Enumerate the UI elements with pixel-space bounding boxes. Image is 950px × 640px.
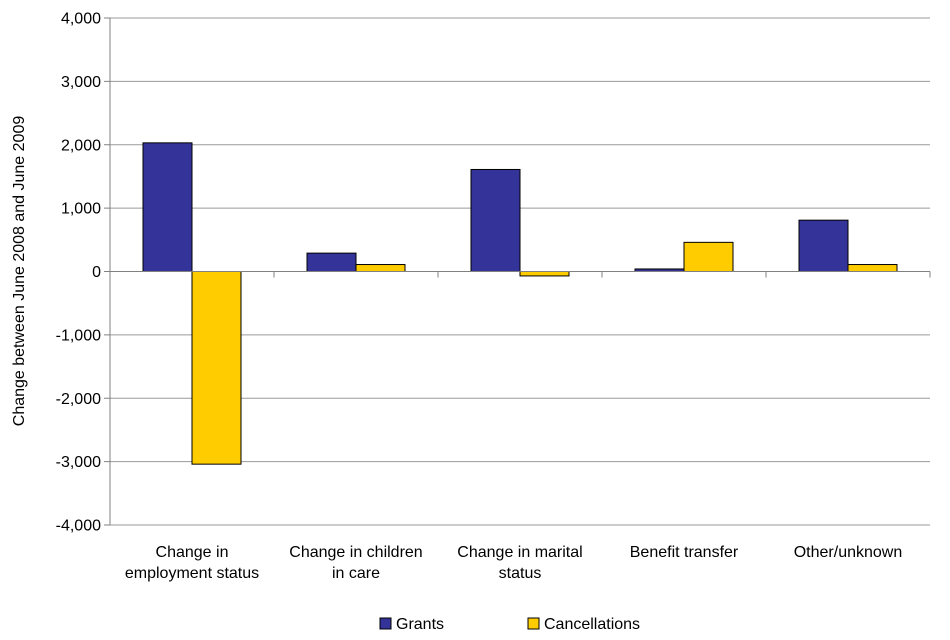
- y-tick-label: 4,000: [61, 11, 101, 28]
- legend-label-grants: Grants: [396, 616, 444, 633]
- bar-cancellations-3: [683, 241, 734, 273]
- bar-grants-1: [306, 252, 357, 272]
- bar-grants-0: [142, 142, 193, 272]
- x-tick-label-line: Change in marital: [457, 544, 582, 561]
- y-tick-label: -1,000: [56, 327, 101, 344]
- axes: [104, 17, 931, 526]
- bar-cancellations-2: [519, 271, 570, 277]
- y-tick-label: 1,000: [61, 201, 101, 218]
- x-tick-label-line: Benefit transfer: [630, 544, 739, 561]
- x-tick-label-line: Change in children: [289, 544, 422, 561]
- x-tick-label: Other/unknown: [794, 544, 903, 561]
- legend: Grants Cancellations: [379, 616, 640, 633]
- bar-cancellations-4: [847, 264, 898, 272]
- x-tick-label-line: Change in: [156, 544, 229, 561]
- y-tick-label: -3,000: [56, 454, 101, 471]
- axis-labels: 4,000 3,000 2,000 1,000 0 -1,000 -2,000 -3,000 -…: [56, 11, 903, 583]
- y-tick-label: 0: [92, 264, 101, 281]
- bar-cancellations-1: [355, 264, 406, 272]
- x-tick-label-line: status: [499, 565, 542, 582]
- x-tick-label: Benefit transfer: [630, 544, 739, 561]
- bars: [142, 142, 898, 465]
- legend-swatch-cancellations: [527, 617, 540, 630]
- legend-swatch-grants: [379, 617, 392, 630]
- bar-grants-2: [470, 168, 521, 272]
- x-tick-label-line: employment status: [125, 565, 259, 582]
- x-tick-label-line: in care: [332, 565, 380, 582]
- y-tick-label: 3,000: [61, 74, 101, 91]
- x-tick-label: Change in marital status: [457, 544, 582, 582]
- x-tick-label: Change in children in care: [289, 544, 422, 582]
- legend-label-cancellations: Cancellations: [544, 616, 640, 633]
- bar-cancellations-0: [191, 271, 242, 465]
- x-tick-label-line: Other/unknown: [794, 544, 903, 561]
- y-tick-label: -4,000: [56, 518, 101, 535]
- y-axis-title: Change between June 2008 and June 2009: [11, 116, 28, 427]
- y-tick-label: 2,000: [61, 137, 101, 154]
- y-tick-label: -2,000: [56, 391, 101, 408]
- bar-grants-4: [798, 219, 849, 272]
- x-tick-label: Change in employment status: [125, 544, 259, 582]
- gridlines: [110, 17, 930, 526]
